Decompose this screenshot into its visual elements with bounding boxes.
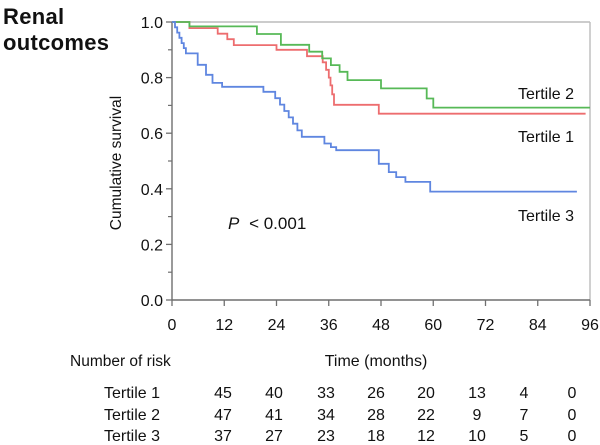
risk-value: 9 [473, 407, 482, 424]
risk-value: 5 [520, 428, 529, 445]
series-label-tertile-1: Tertile 1 [518, 129, 574, 146]
risk-value: 45 [214, 385, 232, 402]
y-tick-label: 0.4 [141, 182, 163, 199]
risk-value: 34 [317, 407, 335, 424]
risk-value: 7 [520, 407, 529, 424]
risk-value: 22 [417, 407, 435, 424]
risk-value: 13 [468, 385, 486, 402]
risk-value: 40 [265, 385, 283, 402]
x-tick-label: 12 [215, 317, 233, 334]
risk-table-heading: Number of risk [70, 353, 171, 370]
risk-value: 20 [417, 385, 435, 402]
x-tick-label: 24 [268, 317, 286, 334]
chart-title-line2: outcomes [3, 30, 109, 55]
x-tick-label: 0 [168, 317, 177, 334]
risk-value: 0 [568, 428, 577, 445]
risk-value: 41 [265, 407, 283, 424]
p-value-symbol: P [228, 214, 240, 233]
risk-value: 18 [367, 428, 385, 445]
chart-title-line1: Renal [3, 4, 64, 29]
x-tick-label: 60 [424, 317, 442, 334]
risk-value: 23 [317, 428, 335, 445]
series-path-tertile-3 [172, 21, 577, 193]
risk-values-layer: 45 40 33 26 20 13 4 047 41 34 28 22 9 7 037 27 23 18 12 10 5… [214, 385, 576, 445]
x-tick-label: 84 [529, 317, 547, 334]
series-path-tertile-2 [172, 21, 590, 109]
risk-value: 4 [520, 385, 529, 402]
y-axis-label: Cumulative survival [108, 96, 125, 230]
risk-row-label-tertile-1: Tertile 1 [104, 385, 160, 402]
x-axis-label: Time (months) [325, 353, 428, 370]
y-tick-label: 0.6 [141, 126, 163, 143]
risk-value: 37 [214, 428, 232, 445]
risk-value: 0 [568, 407, 577, 424]
y-tick-label: 0.2 [141, 237, 163, 254]
series-layer [172, 21, 590, 193]
series-label-tertile-3: Tertile 3 [518, 208, 574, 225]
risk-row-label-tertile-2: Tertile 2 [104, 407, 160, 424]
risk-row-label-tertile-3: Tertile 3 [104, 428, 160, 445]
y-tick-label: 0.0 [141, 293, 163, 310]
x-tick-label: 48 [372, 317, 390, 334]
risk-value: 33 [317, 385, 335, 402]
axes-layer: 0.0 0.2 0.4 0.6 0.8 1.0 0 12 24 36 48 60 72 84 96 [141, 15, 599, 334]
x-tick-label: 36 [320, 317, 338, 334]
x-tick-label: 96 [581, 317, 599, 334]
p-value-text: < 0.001 [249, 214, 306, 233]
x-tick-label: 72 [477, 317, 495, 334]
risk-value: 26 [367, 385, 385, 402]
risk-value: 47 [214, 407, 232, 424]
risk-value: 10 [468, 428, 486, 445]
y-tick-label: 1.0 [141, 15, 163, 32]
p-value-annotation: P < 0.001 [228, 214, 306, 233]
risk-value: 0 [568, 385, 577, 402]
y-tick-label: 0.8 [141, 71, 163, 88]
series-label-tertile-2: Tertile 2 [518, 86, 574, 103]
risk-value: 28 [367, 407, 385, 424]
risk-value: 12 [417, 428, 435, 445]
risk-value: 27 [265, 428, 283, 445]
